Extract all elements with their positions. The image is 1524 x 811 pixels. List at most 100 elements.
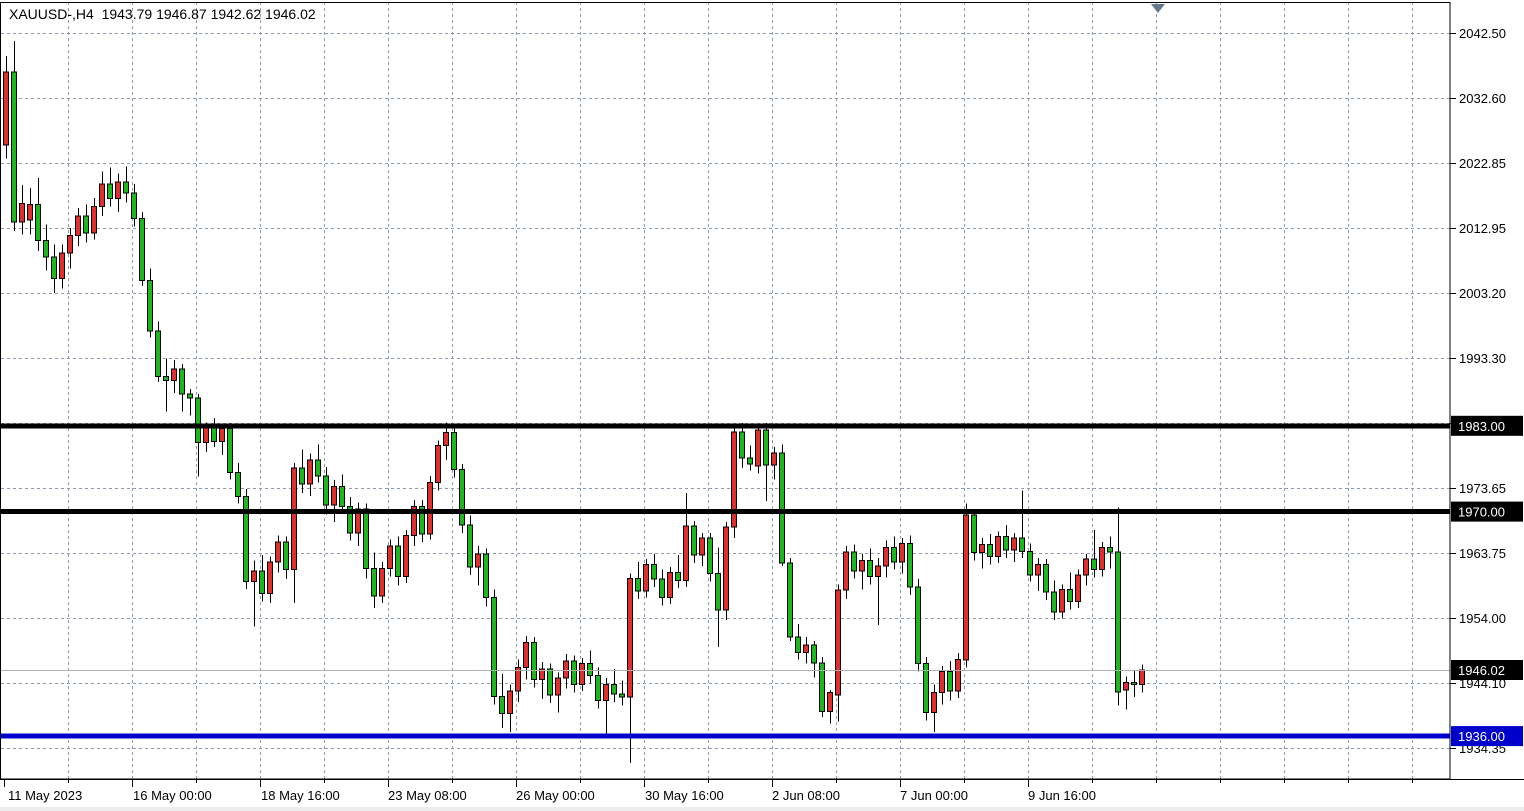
price-axis-label: 1954.00 (1459, 611, 1506, 626)
candle-down (1019, 537, 1025, 552)
candle-up (963, 514, 969, 661)
candle-up (883, 546, 889, 567)
candle-up (1083, 558, 1089, 576)
candle-down (371, 567, 377, 597)
candle-down (131, 192, 137, 220)
hline-price-label: 1983.00 (1458, 419, 1505, 434)
candle-up (827, 692, 833, 713)
candle-down (139, 218, 145, 282)
candle-down (619, 693, 625, 698)
hline-1970.00[interactable] (0, 509, 1450, 515)
candle-up (995, 536, 1001, 558)
candle-up (355, 508, 361, 534)
time-axis-label: 7 Jun 00:00 (900, 788, 968, 803)
candle-up (643, 564, 649, 592)
candle-down (1131, 682, 1137, 686)
candle-up (603, 684, 609, 701)
candle-up (979, 544, 985, 554)
candle-up (755, 429, 761, 467)
candle-down (795, 636, 801, 653)
candles-layer (3, 40, 1145, 764)
candle-up (331, 486, 337, 506)
hline-price-box (1451, 726, 1523, 747)
candle-up (899, 542, 905, 563)
candle-down (811, 644, 817, 664)
candle-down (867, 560, 873, 577)
candle-up (1075, 574, 1081, 602)
hline-1983.00[interactable] (0, 423, 1450, 429)
candle-up (1011, 537, 1017, 551)
candle-up (251, 570, 257, 583)
candle-down (35, 204, 41, 241)
hline-price-box (1451, 501, 1523, 522)
candle-up (267, 561, 273, 594)
time-axis-label: 2 Jun 08:00 (772, 788, 840, 803)
candle-down (259, 570, 265, 594)
chart-plot-area[interactable] (0, 0, 1450, 779)
candle-down (459, 468, 465, 526)
candle-down (891, 546, 897, 563)
candle-down (707, 537, 713, 575)
candle-up (563, 660, 569, 679)
candle-up (19, 202, 25, 223)
candle-down (107, 183, 113, 200)
candle-down (395, 545, 401, 577)
candle-up (27, 204, 33, 221)
candle-up (411, 505, 417, 536)
time-axis-label: 18 May 16:00 (261, 788, 340, 803)
candle-down (11, 71, 17, 223)
candle-down (675, 571, 681, 581)
candle-up (59, 252, 65, 280)
hline-price-label: 1970.00 (1458, 505, 1505, 520)
chart-title: XAUUSD-,H4 1943.79 1946.87 1942.62 1946.… (9, 6, 316, 22)
candle-up (1139, 669, 1145, 686)
candle-down (1003, 536, 1009, 551)
candle-up (99, 183, 105, 208)
candle-up (683, 525, 689, 581)
candle-down (1115, 551, 1121, 693)
candle-down (739, 431, 745, 459)
candle-down (691, 525, 697, 556)
candle-down (1107, 546, 1113, 553)
candle-down (1027, 550, 1033, 576)
price-axis: 2042.50 2032.60 2022.85 2012.95 2003.20 1993.… (1450, 26, 1523, 756)
candle-up (699, 537, 705, 556)
shift-marker-icon[interactable] (1151, 4, 1165, 13)
candle-down (123, 181, 129, 194)
candle-down (587, 663, 593, 676)
candle-up (443, 431, 449, 447)
candle-down (163, 375, 169, 381)
candle-down (155, 330, 161, 377)
candle-up (555, 677, 561, 696)
candle-up (3, 71, 9, 146)
bid-price-label: 1946.02 (1458, 663, 1505, 678)
price-axis-label: 1973.65 (1459, 481, 1506, 496)
candle-up (379, 567, 385, 597)
candle-down (499, 696, 505, 715)
candle-up (803, 644, 809, 653)
candle-down (491, 597, 497, 697)
candle-down (315, 459, 321, 477)
time-axis-label: 30 May 16:00 (645, 788, 724, 803)
candle-down (1043, 564, 1049, 593)
candle-up (835, 589, 841, 696)
candle-down (611, 684, 617, 695)
candle-down (971, 514, 977, 554)
time-axis-label: 26 May 00:00 (516, 788, 595, 803)
candle-up (723, 526, 729, 611)
candle-up (627, 577, 633, 698)
candle-down (147, 280, 153, 332)
time-axis-label: 11 May 2023 (8, 788, 82, 803)
candle-up (307, 459, 313, 485)
candle-up (875, 565, 881, 577)
candle-down (283, 541, 289, 571)
candle-down (715, 573, 721, 611)
candle-up (387, 545, 393, 569)
hline-1936.00[interactable] (0, 733, 1450, 739)
candle-down (467, 524, 473, 568)
candle-up (843, 551, 849, 591)
candle-down (227, 428, 233, 474)
candle-down (1067, 589, 1073, 602)
